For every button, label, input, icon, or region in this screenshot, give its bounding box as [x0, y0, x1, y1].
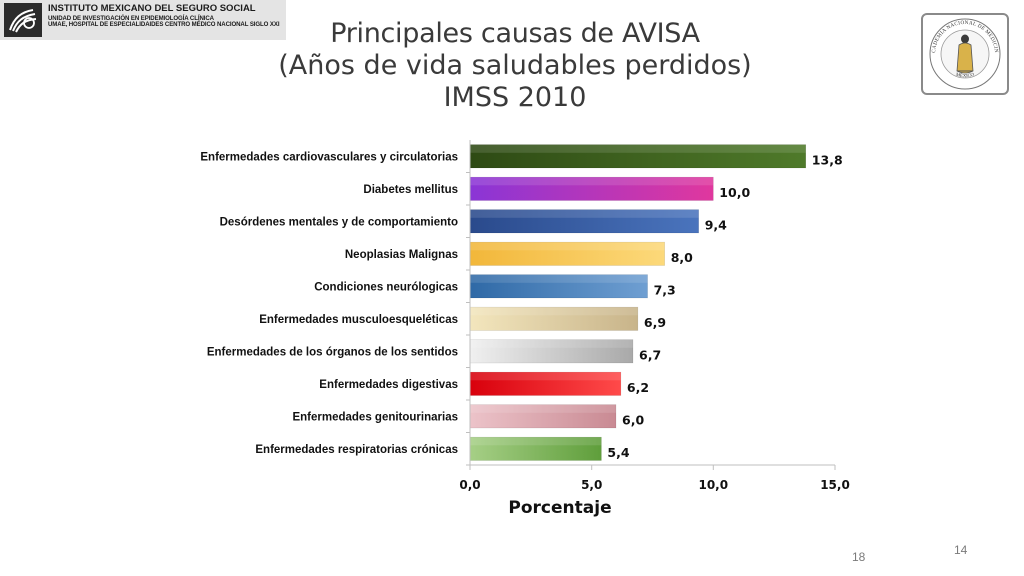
- org-name: INSTITUTO MEXICANO DEL SEGURO SOCIAL: [48, 3, 256, 14]
- bar-highlight-1: [470, 144, 806, 153]
- value-label-6: 6,9: [644, 315, 666, 330]
- category-label-7: Enfermedades de los órganos de los senti…: [207, 346, 458, 358]
- org-unit: UNIDAD DE INVESTIGACIÓN EN EPIDEMIOLOGÍA…: [48, 14, 214, 22]
- bar-highlight-10: [470, 437, 602, 446]
- value-label-1: 13,8: [812, 152, 843, 167]
- bars-layer: [469, 144, 807, 461]
- bar-highlight-3: [470, 209, 699, 218]
- imss-emblem-icon: [4, 3, 42, 37]
- title-line-1: Principales causas de AVISA: [330, 18, 700, 49]
- title-line-2: (Años de vida saludables perdidos): [278, 50, 752, 81]
- value-label-5: 7,3: [654, 282, 676, 297]
- value-label-10: 5,4: [607, 445, 629, 460]
- value-label-2: 10,0: [719, 185, 750, 200]
- category-label-5: Condiciones neurólogicas: [314, 281, 458, 293]
- svg-text:MÉXICO: MÉXICO: [955, 72, 975, 79]
- org-hospital: UMAE, HOSPITAL DE ESPECIALIDAIDES CENTRO…: [48, 21, 280, 29]
- axis-layer: [466, 140, 836, 470]
- category-label-2: Diabetes mellitus: [363, 184, 458, 196]
- category-label-4: Neoplasias Malignas: [345, 249, 458, 261]
- category-label-3: Desórdenes mentales y de comportamiento: [220, 216, 458, 228]
- bar-highlight-6: [470, 307, 638, 316]
- bar-highlight-2: [470, 177, 714, 186]
- value-label-4: 8,0: [671, 250, 693, 265]
- x-tick-label-4: 15,0: [820, 478, 850, 492]
- x-tick-label-1: 0,0: [459, 478, 480, 492]
- bar-highlight-5: [470, 274, 648, 283]
- x-axis-title: Porcentaje: [508, 498, 612, 518]
- x-tick-label-2: 5,0: [581, 478, 602, 492]
- category-label-10: Enfermedades respiratorias crónicas: [255, 444, 458, 456]
- slide-title: Principales causas de AVISA (Años de vid…: [200, 18, 830, 114]
- seal-text-bottom: MÉXICO: [955, 72, 975, 79]
- value-label-9: 6,0: [622, 412, 644, 427]
- category-label-1: Enfermedades cardiovasculares y circulat…: [200, 151, 458, 163]
- imss-logo-text: INSTITUTO MEXICANO DEL SEGURO SOCIAL UNI…: [48, 4, 284, 29]
- bar-highlight-9: [470, 404, 616, 413]
- category-label-6: Enfermedades musculoesqueléticas: [259, 314, 458, 326]
- value-label-7: 6,7: [639, 347, 661, 362]
- page-number-bottom: 18: [852, 550, 866, 564]
- category-label-8: Enfermedades digestivas: [319, 379, 458, 391]
- academia-seal-icon: ACADEMIA NACIONAL DE MEDICINA MÉXICO: [921, 11, 1001, 90]
- value-label-3: 9,4: [705, 217, 727, 232]
- academia-seal-frame: ACADEMIA NACIONAL DE MEDICINA MÉXICO: [921, 11, 1009, 95]
- category-label-9: Enfermedades genitourinarias: [292, 411, 458, 423]
- bar-highlight-7: [470, 339, 633, 348]
- imss-logo-banner: INSTITUTO MEXICANO DEL SEGURO SOCIAL UNI…: [0, 0, 286, 40]
- page-number-corner: 14: [954, 543, 968, 557]
- bar-highlight-8: [470, 372, 621, 381]
- title-line-3: IMSS 2010: [443, 82, 587, 113]
- bar-highlight-4: [470, 242, 665, 251]
- x-tick-label-3: 10,0: [698, 478, 728, 492]
- labels-layer: Enfermedades cardiovasculares y circulat…: [200, 151, 849, 492]
- value-label-8: 6,2: [627, 380, 649, 395]
